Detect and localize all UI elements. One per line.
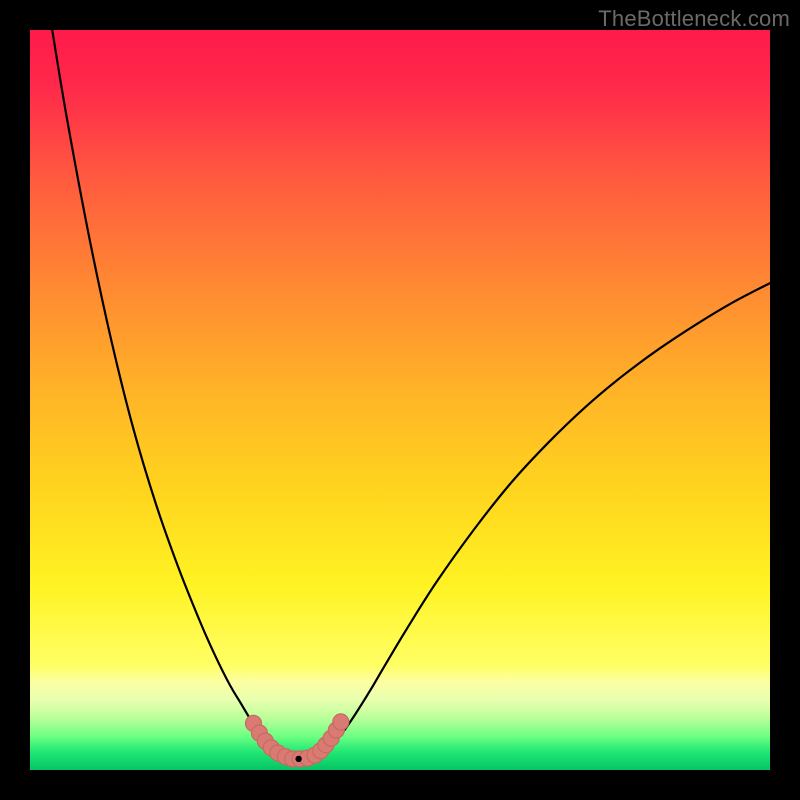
chart-frame: TheBottleneck.com <box>0 0 800 800</box>
plot-area <box>30 30 770 770</box>
watermark-label: TheBottleneck.com <box>598 6 790 32</box>
valley-marker <box>333 714 349 730</box>
chart-background <box>30 30 770 770</box>
min-point-dot <box>295 756 301 762</box>
plot-svg <box>30 30 770 770</box>
